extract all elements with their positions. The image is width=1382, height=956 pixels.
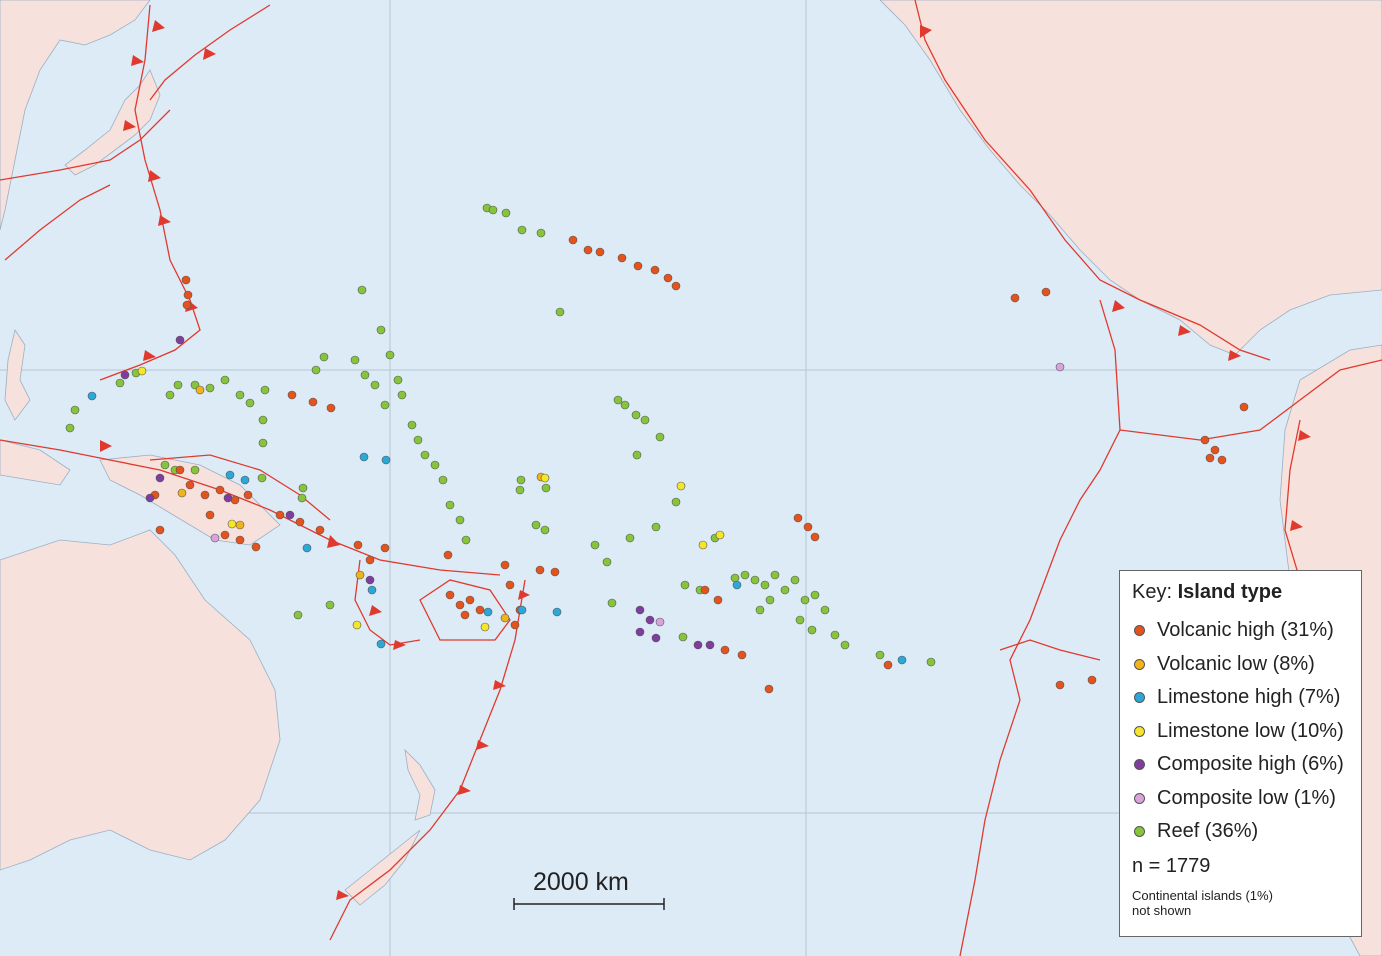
asia-landmass bbox=[0, 0, 151, 231]
swatch-volcanic-high bbox=[1134, 625, 1145, 637]
swatch-composite-low bbox=[1134, 792, 1145, 804]
key-title-prefix: Key: bbox=[1132, 581, 1173, 603]
australia bbox=[0, 529, 281, 871]
key-item-label: Reef (36%) bbox=[1157, 820, 1259, 843]
key-item-label: Limestone low (10%) bbox=[1157, 719, 1344, 742]
key-item-label: Composite high (6%) bbox=[1157, 753, 1344, 776]
swatch-reef bbox=[1134, 826, 1145, 838]
island-points bbox=[65, 203, 1249, 694]
key-item-limestone-low: Limestone low (10%) bbox=[1132, 715, 1349, 749]
composite-low-islands bbox=[210, 362, 1065, 627]
key-item-volcanic-high: Volcanic high (31%) bbox=[1132, 614, 1349, 648]
sample-count: n = 1779 bbox=[1132, 854, 1211, 877]
swatch-composite-high bbox=[1134, 759, 1145, 771]
indonesia-islands bbox=[0, 439, 71, 486]
swatch-limestone-high bbox=[1134, 692, 1145, 704]
plate-boundary-east-pacific-rise bbox=[959, 299, 1121, 956]
key-item-label: Limestone high (7%) bbox=[1157, 686, 1341, 709]
plate-boundary-sunda bbox=[0, 439, 501, 576]
key-item-limestone-high: Limestone high (7%) bbox=[1132, 681, 1349, 715]
key-title-bold: Island type bbox=[1177, 581, 1283, 603]
japan-islands bbox=[64, 69, 161, 176]
limestone-high-islands bbox=[87, 391, 907, 665]
philippines bbox=[4, 329, 31, 421]
key-item-composite-high: Composite high (6%) bbox=[1132, 748, 1349, 782]
plate-boundary-japan bbox=[149, 4, 271, 101]
limestone-low-islands bbox=[137, 366, 725, 632]
plate-boundary-izu-mariana bbox=[99, 4, 201, 381]
plate-boundary-cocos bbox=[1119, 359, 1382, 441]
plate-boundary-eurasia bbox=[0, 109, 171, 181]
map-key: Key: Island type Volcanic high (31%) Vol… bbox=[1119, 570, 1362, 937]
reef-islands bbox=[65, 203, 936, 667]
key-item-reef: Reef (36%) bbox=[1132, 815, 1349, 849]
volcanic-high-islands bbox=[150, 235, 1249, 694]
key-title: Key: Island type bbox=[1132, 581, 1349, 604]
swatch-volcanic-low bbox=[1134, 658, 1145, 670]
scale-bar bbox=[513, 898, 665, 910]
plate-boundary-new-guinea bbox=[149, 454, 331, 521]
key-item-label: Volcanic high (31%) bbox=[1157, 619, 1334, 642]
new-zealand-north bbox=[404, 748, 436, 821]
plate-boundary-juan-fernandez bbox=[999, 639, 1101, 661]
key-item-composite-low: Composite low (1%) bbox=[1132, 782, 1349, 816]
volcanic-low-islands bbox=[177, 385, 546, 623]
composite-high-islands bbox=[120, 335, 715, 650]
plate-boundary-north-america bbox=[914, 0, 1271, 361]
key-item-label: Composite low (1%) bbox=[1157, 786, 1336, 809]
swatch-limestone-low bbox=[1134, 725, 1145, 737]
plate-boundary-fiji bbox=[419, 579, 511, 641]
scale-bar-label: 2000 km bbox=[533, 868, 629, 896]
key-note: Continental islands (1%) not shown bbox=[1132, 888, 1349, 918]
key-note-line-2: not shown bbox=[1132, 902, 1192, 918]
key-note-line-1: Continental islands (1%) bbox=[1132, 887, 1273, 903]
subduction-teeth bbox=[100, 20, 1311, 900]
key-item-volcanic-low: Volcanic low (8%) bbox=[1132, 648, 1349, 682]
plate-boundary-philippine bbox=[4, 184, 111, 261]
key-item-label: Volcanic low (8%) bbox=[1157, 652, 1315, 675]
